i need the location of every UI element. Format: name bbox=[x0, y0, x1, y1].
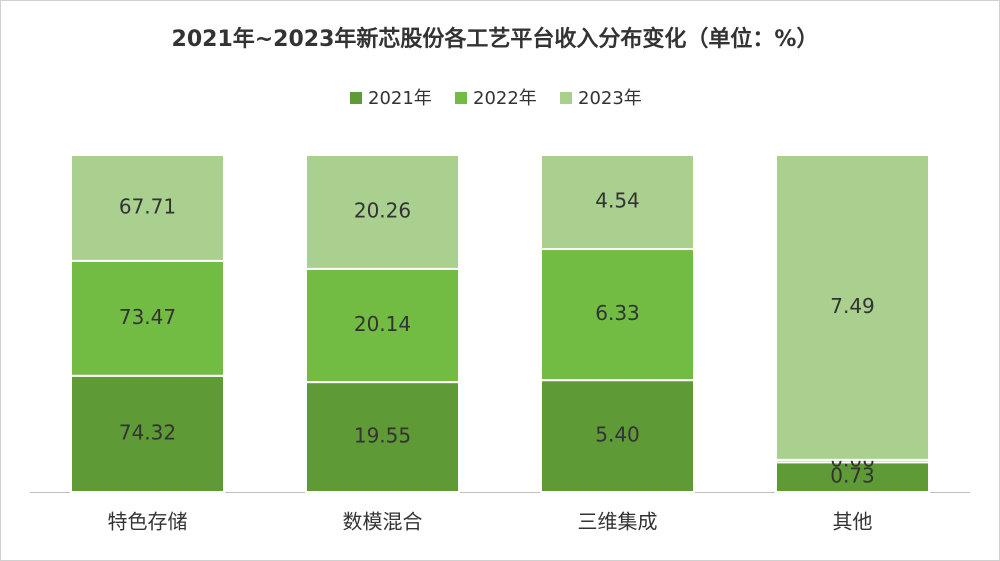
data-label: 20.14 bbox=[354, 312, 411, 336]
x-tick-label: 特色存储 bbox=[108, 510, 188, 534]
bar-segment bbox=[70, 154, 225, 262]
legend-label: 2023年 bbox=[578, 88, 642, 109]
data-label: 4.54 bbox=[595, 189, 640, 213]
legend-swatch bbox=[455, 92, 467, 104]
data-label: 7.49 bbox=[830, 294, 875, 318]
legend-swatch bbox=[350, 92, 362, 104]
bar-segment bbox=[775, 154, 930, 461]
data-label: 6.33 bbox=[595, 301, 640, 325]
legend-label: 2021年 bbox=[368, 88, 432, 109]
bar-segment bbox=[540, 379, 695, 493]
chart-title: 2021年~2023年新芯股份各工艺平台收入分布变化（单位：%） bbox=[172, 26, 819, 52]
bar-segment bbox=[540, 248, 695, 382]
bar-segment bbox=[70, 374, 225, 494]
x-tick-label: 三维集成 bbox=[578, 510, 658, 534]
bar-segment bbox=[775, 461, 930, 493]
data-label: 0.73 bbox=[830, 464, 875, 488]
data-label: 19.55 bbox=[354, 424, 411, 448]
bar-segment bbox=[305, 381, 460, 494]
x-tick-label: 数模混合 bbox=[343, 510, 423, 534]
data-label: 5.40 bbox=[595, 423, 640, 447]
data-label: 74.32 bbox=[119, 420, 176, 444]
legend-swatch bbox=[560, 92, 572, 104]
data-label: 67.71 bbox=[119, 194, 176, 218]
data-label: 73.47 bbox=[119, 305, 176, 329]
bar-segment bbox=[540, 154, 695, 251]
data-label: 20.26 bbox=[354, 198, 411, 222]
legend-label: 2022年 bbox=[473, 88, 537, 109]
bar-segment bbox=[305, 154, 460, 270]
x-tick-label: 其他 bbox=[833, 510, 873, 534]
bar-segment bbox=[305, 267, 460, 384]
